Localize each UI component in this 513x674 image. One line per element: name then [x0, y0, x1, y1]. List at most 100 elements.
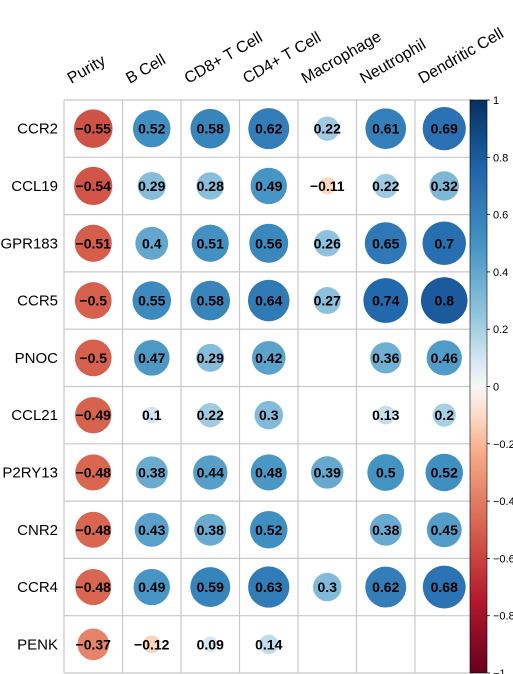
correlation-value: 0.61 [372, 121, 399, 137]
row-label: CCR5 [17, 293, 58, 310]
correlation-value: −0.49 [76, 407, 112, 423]
correlation-value: 0.27 [314, 293, 341, 309]
row-label: CCR2 [17, 121, 58, 138]
correlation-value: 0.28 [197, 178, 224, 194]
correlation-value: 0.62 [372, 579, 399, 595]
correlation-value: 0.64 [255, 293, 282, 309]
correlation-value: 0.44 [197, 464, 224, 480]
correlation-circle [247, 279, 290, 322]
correlation-value: 0.43 [138, 522, 165, 538]
colorbar-tick-label: −0.4 [493, 496, 513, 508]
correlation-value: 0.63 [255, 579, 282, 595]
correlation-circle [313, 229, 341, 257]
correlation-circle [250, 167, 287, 205]
correlation-value: 0.62 [255, 121, 282, 137]
correlation-value: 0.3 [259, 407, 279, 423]
colorbar-tick-label: 0.6 [493, 210, 508, 222]
correlation-circle [248, 108, 290, 150]
correlation-circle [250, 454, 287, 491]
correlation-circle [254, 400, 283, 430]
correlation-circle [191, 224, 229, 262]
row-label: CCL21 [11, 407, 58, 424]
correlation-circle [142, 635, 161, 654]
correlation-value: 0.58 [197, 293, 224, 309]
correlation-value: 0.4 [142, 235, 162, 251]
grid [63, 99, 475, 674]
correlation-circle [74, 339, 112, 377]
colorbar-tick-label: −0.2 [493, 439, 513, 451]
correlation-circle [198, 402, 223, 428]
correlation-value: 0.26 [314, 235, 341, 251]
correlation-circle [426, 512, 462, 548]
correlation-circle [135, 226, 169, 260]
color-legend: 1 0.8 0.6 0.4 0.2 0 −0.2 −0.4 −0.6 −0.8 −1 [469, 95, 513, 674]
correlation-circle [190, 567, 231, 608]
correlation-circle [74, 224, 112, 262]
correlation-circle [132, 281, 172, 320]
correlation-value: 0.09 [197, 636, 224, 652]
correlation-circle [193, 455, 228, 490]
correlation-value: −0.48 [76, 579, 112, 595]
correlation-value: 0.32 [431, 178, 458, 194]
correlation-circle [311, 456, 344, 489]
correlation-value: −0.37 [76, 636, 112, 652]
correlation-value: 0.52 [255, 522, 282, 538]
correlation-circle [248, 566, 290, 608]
correlation-value: 0.2 [435, 407, 455, 423]
correlation-circle [365, 108, 407, 149]
correlation-circle [363, 278, 409, 323]
correlation-circle [315, 116, 340, 141]
correlation-circles [73, 107, 468, 661]
correlation-value: 0.68 [431, 579, 458, 595]
row-label: PENK [17, 636, 58, 653]
correlation-value: −0.51 [76, 235, 112, 251]
correlation-value: 0.42 [255, 350, 282, 366]
correlation-value: 0.3 [318, 579, 338, 595]
colorbar-tick-label: 0.8 [493, 152, 508, 164]
correlation-value: −0.48 [76, 464, 112, 480]
correlation-value: 0.5 [376, 464, 396, 480]
correlation-circle [364, 222, 407, 265]
correlation-value: 0.29 [197, 350, 224, 366]
correlation-value: 0.38 [138, 464, 165, 480]
correlation-value: 0.14 [255, 636, 282, 652]
correlation-circle [313, 287, 341, 315]
correlation-circle [429, 171, 459, 201]
row-label: CNR2 [17, 522, 58, 539]
correlation-circle [373, 173, 398, 199]
correlation-value: 0.22 [197, 407, 224, 423]
correlation-circle [196, 343, 225, 372]
row-label: PNOC [15, 350, 59, 367]
correlation-value: 0.22 [372, 178, 399, 194]
correlation-circle [190, 280, 231, 321]
correlation-circle [367, 454, 405, 491]
row-labels: CCR2 CCL19 GPR183 CCR5 PNOC CCL21 P2RY13 CNR2 CC… [0, 121, 58, 654]
correlation-value: −0.55 [76, 121, 112, 137]
correlation-value: 0.38 [197, 522, 224, 538]
correlation-value: −0.54 [76, 178, 112, 194]
correlation-value: 0.22 [314, 121, 341, 137]
correlation-circle [250, 511, 288, 549]
correlation-circle [422, 107, 466, 151]
row-label: CCR4 [17, 579, 58, 596]
correlation-circle [251, 341, 286, 375]
correlation-value: 0.55 [138, 293, 165, 309]
correlation-circle [73, 109, 113, 148]
colorbar-tick-label: 0.4 [493, 267, 508, 279]
correlation-value: 0.29 [138, 178, 165, 194]
correlation-value: 0.7 [435, 235, 455, 251]
correlation-value: 0.1 [142, 407, 162, 423]
correlation-values: −0.55 0.52 0.58 0.62 0.22 0.61 0.69 −0.54 0.29 0.… [76, 121, 459, 653]
correlation-circle [133, 340, 170, 376]
colorbar-tick-label: 0.2 [493, 324, 508, 336]
correlation-value: −0.12 [134, 636, 170, 652]
correlation-value: 0.56 [255, 235, 282, 251]
correlation-circle [74, 166, 113, 206]
correlation-circle [143, 406, 160, 424]
row-label: GPR183 [0, 235, 58, 252]
correlation-circle [369, 513, 402, 546]
correlation-circle [133, 568, 170, 606]
correlation-circle [376, 405, 396, 425]
